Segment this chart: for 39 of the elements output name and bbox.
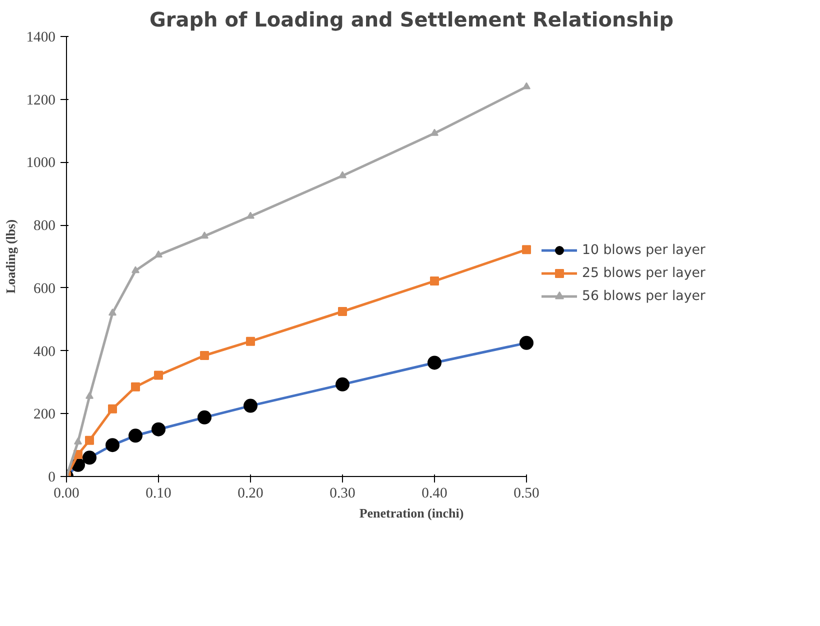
- y-tick-label: 1200: [26, 92, 56, 108]
- point: [430, 276, 439, 286]
- y-tick-label: 600: [34, 280, 56, 297]
- point: [338, 307, 347, 316]
- x-tick-label: 0.30: [330, 486, 356, 502]
- point: [85, 436, 94, 445]
- x-tick-label: 0.10: [146, 486, 172, 502]
- point: [132, 266, 140, 274]
- legend-label: 25 blows per layer: [582, 266, 706, 280]
- x-tick-label: 0.20: [238, 486, 264, 502]
- y-tick-label: 400: [34, 344, 56, 360]
- point: [246, 212, 254, 219]
- x-axis-title: Penetration (inchi): [359, 506, 464, 520]
- x-tick-label: 0.00: [54, 486, 80, 502]
- point: [200, 232, 208, 239]
- y-tick-label: 0: [48, 470, 56, 486]
- point: [430, 128, 438, 136]
- y-tick-label: 1000: [26, 155, 56, 172]
- chart-title: Graph of Loading and Settlement Relationship: [149, 8, 674, 32]
- point: [74, 437, 82, 444]
- point: [522, 245, 531, 254]
- y-axis-title: Loading (lbs): [3, 219, 18, 294]
- point: [131, 382, 140, 392]
- point: [108, 404, 117, 414]
- legend-label: 10 blows per layer: [582, 242, 706, 258]
- point: [246, 336, 255, 346]
- y-tick-label: 1400: [26, 30, 56, 46]
- point: [338, 171, 346, 178]
- point: [200, 351, 209, 360]
- y-tick-label: 800: [34, 218, 56, 234]
- point: [154, 250, 162, 258]
- point: [154, 370, 163, 380]
- point: [108, 308, 116, 316]
- point: [522, 82, 530, 90]
- y-tick-label: 200: [34, 406, 56, 423]
- legend-label: 56 blows per layer: [582, 288, 706, 304]
- x-tick-label: 0.40: [422, 486, 448, 502]
- x-tick-label: 0.50: [514, 486, 540, 502]
- point: [86, 392, 94, 399]
